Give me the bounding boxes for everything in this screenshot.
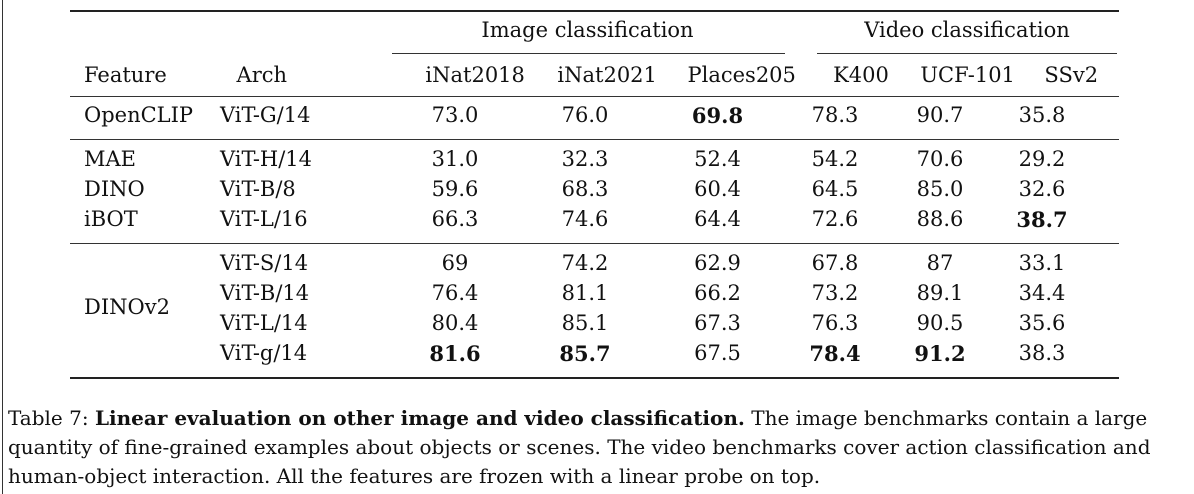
value-cell: 90.5 [916,311,964,335]
header-arch: Arch [236,63,288,87]
feature-cell: MAE [84,147,136,171]
arch-cell: ViT-S/14 [220,251,309,275]
value-cell: 73.0 [431,103,479,127]
value-cell: 66.3 [431,207,479,231]
table-row: OpenCLIP ViT-G/14 73.0 76.0 69.8 78.3 90.7 35.8 [70,103,1119,133]
table-row: ViT-g/14 81.6 85.7 67.5 78.4 91.2 38.3 [70,341,1119,371]
table-row: iBOT ViT-L/16 66.3 74.6 64.4 72.6 88.6 38.7 [70,207,1119,237]
caption-title: Linear evaluation on other image and vid… [94,406,745,430]
arch-cell: ViT-H/14 [220,147,313,171]
value-cell: 52.4 [694,147,741,171]
value-cell: 91.2 [914,341,966,366]
caption-body: The image benchmarks contain a large qua… [8,406,1151,488]
table-row: ViT-S/14 69 74.2 62.9 67.8 87 33.1 [70,251,1119,281]
table-caption: Table 7: Linear evaluation on other imag… [8,404,1188,491]
value-cell: 69.8 [691,103,744,128]
value-cell: 67.3 [694,311,741,335]
section-rule-1 [70,139,1119,140]
arch-cell: ViT-B/14 [220,281,310,305]
feature-cell: OpenCLIP [84,103,194,127]
value-cell: 81.6 [429,341,481,366]
value-cell: 59.6 [431,177,479,201]
bottom-rule [70,377,1119,379]
value-cell: 78.4 [809,341,861,366]
value-cell: 73.2 [811,281,859,305]
value-cell: 80.4 [431,311,479,335]
value-cell: 32.6 [1018,177,1066,201]
value-cell: 69 [441,251,469,275]
header-rule [70,96,1119,97]
arch-cell: ViT-L/14 [220,311,308,335]
value-cell: 89.1 [916,281,964,305]
value-cell: 67.8 [811,251,859,275]
header-places205: Places205 [687,63,796,87]
value-cell: 74.6 [561,207,609,231]
feature-cell: DINO [84,177,145,201]
value-cell: 85.0 [916,177,964,201]
group-header-image: Image classification [481,18,694,42]
value-cell: 88.6 [916,207,964,231]
page-left-edge [2,0,3,494]
header-ssv2: SSv2 [1044,63,1099,87]
caption-label: Table 7: [8,406,89,430]
value-cell: 34.4 [1018,281,1066,305]
value-cell: 81.1 [561,281,609,305]
value-cell: 68.3 [561,177,609,201]
arch-cell: ViT-G/14 [220,103,311,127]
table-body: Feature Arch iNat2018 iNat2021 Places205… [70,58,1119,92]
header-k400: K400 [833,63,889,87]
value-cell: 35.8 [1018,103,1066,127]
value-cell: 60.4 [694,177,741,201]
value-cell: 62.9 [694,251,741,275]
header-inat2021: iNat2021 [557,63,657,87]
value-cell: 33.1 [1018,251,1066,275]
table-row: ViT-B/14 76.4 81.1 66.2 73.2 89.1 34.4 [70,281,1119,311]
section-rule-2 [70,243,1119,244]
value-cell: 32.3 [561,147,609,171]
value-cell: 74.2 [561,251,609,275]
arch-cell: ViT-g/14 [220,341,308,365]
value-cell: 67.5 [694,341,741,365]
table-row: MAE ViT-H/14 31.0 32.3 52.4 54.2 70.6 29.2 [70,147,1119,177]
group-header-video: Video classification [864,18,1070,42]
arch-cell: ViT-B/8 [220,177,296,201]
value-cell: 70.6 [916,147,964,171]
value-cell: 90.7 [916,103,964,127]
value-cell: 76.3 [811,311,859,335]
value-cell: 87 [926,251,954,275]
header-inat2018: iNat2018 [425,63,525,87]
feature-cell: iBOT [84,207,138,231]
value-cell: 76.4 [431,281,479,305]
value-cell: 78.3 [811,103,859,127]
value-cell: 38.7 [1016,207,1068,232]
value-cell: 64.5 [811,177,859,201]
value-cell: 85.7 [559,341,611,366]
value-cell: 38.3 [1018,341,1066,365]
header-ucf101: UCF-101 [920,63,1015,87]
feature-cell-dinov2: DINOv2 [84,295,170,319]
header-row: Feature Arch iNat2018 iNat2021 Places205… [70,58,1119,92]
value-cell: 66.2 [694,281,741,305]
value-cell: 54.2 [811,147,859,171]
table-row: DINO ViT-B/8 59.6 68.3 60.4 64.5 85.0 32.6 [70,177,1119,207]
value-cell: 85.1 [561,311,609,335]
group-rule-image [392,53,785,54]
value-cell: 76.0 [561,103,609,127]
value-cell: 31.0 [431,147,479,171]
arch-cell: ViT-L/16 [220,207,308,231]
value-cell: 29.2 [1018,147,1066,171]
value-cell: 72.6 [811,207,859,231]
header-feature: Feature [84,63,167,87]
table-row: ViT-L/14 80.4 85.1 67.3 76.3 90.5 35.6 [70,311,1119,341]
value-cell: 35.6 [1018,311,1066,335]
top-rule [70,10,1119,12]
value-cell: 64.4 [694,207,741,231]
group-rule-video [817,53,1117,54]
